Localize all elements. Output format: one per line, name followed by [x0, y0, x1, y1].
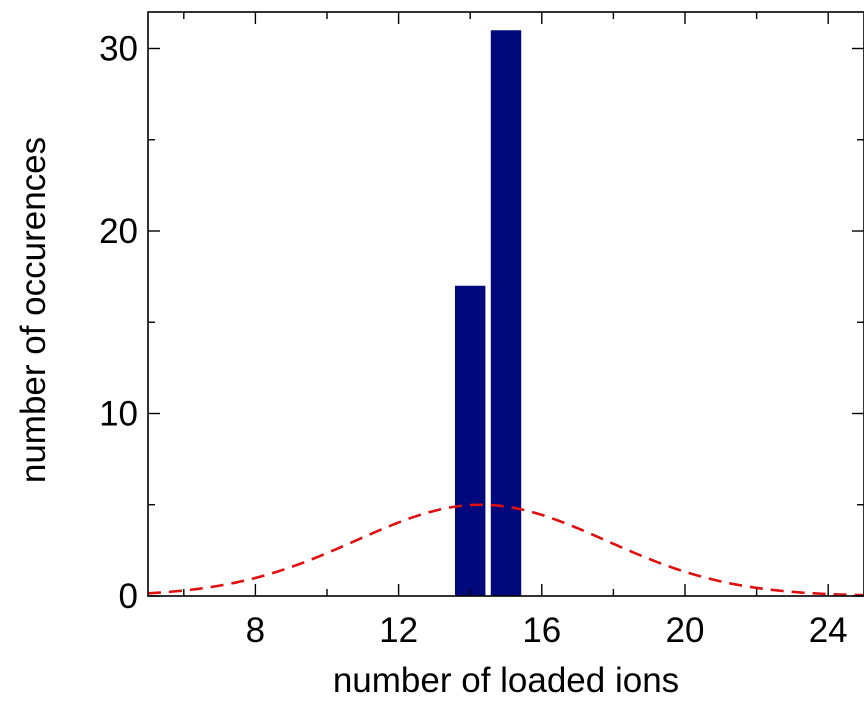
x-tick-label: 24	[809, 611, 848, 650]
x-axis-title: number of loaded ions	[333, 661, 679, 700]
x-tick-label: 20	[666, 611, 705, 650]
y-tick-label: 30	[99, 30, 138, 69]
plot-frame	[147, 11, 864, 597]
y-axis-title: number of occurences	[14, 137, 53, 483]
y-tick-label: 0	[119, 577, 138, 616]
plot-content	[148, 30, 864, 596]
x-tick-label: 12	[379, 611, 418, 650]
bar-15	[490, 30, 522, 596]
y-tick-label: 20	[99, 212, 138, 251]
bar-14	[454, 285, 486, 596]
x-tick-label: 16	[522, 611, 561, 650]
axis-ticks	[148, 12, 864, 597]
y-tick-label: 10	[99, 395, 138, 434]
plot-border	[147, 11, 864, 597]
plot-area	[148, 30, 864, 596]
x-tick-label: 8	[246, 611, 265, 650]
tick-labels: 8 12 16 20 24 0 10 20 30	[99, 30, 848, 651]
